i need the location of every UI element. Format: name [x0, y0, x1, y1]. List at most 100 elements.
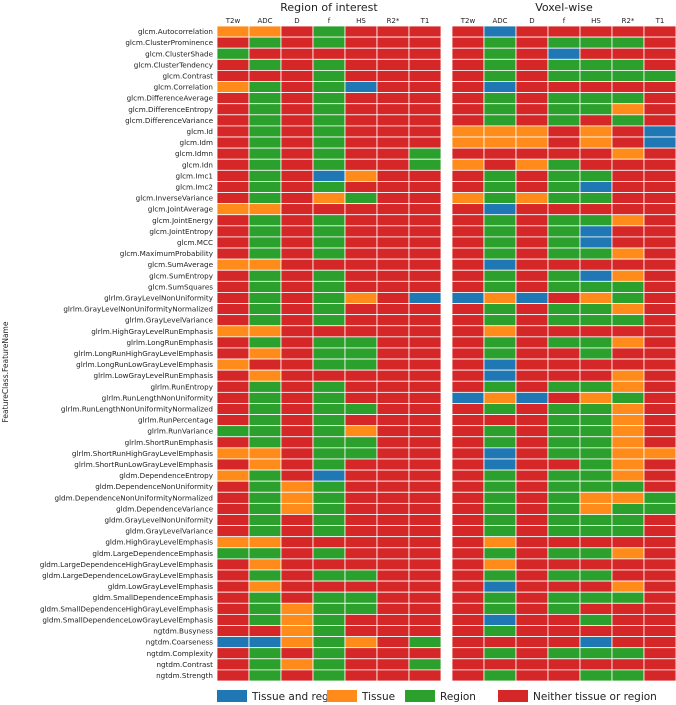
heatmap-cell: [248, 658, 282, 671]
heatmap-cell: [280, 658, 314, 671]
heatmap-cell: [547, 502, 581, 515]
heatmap-cell: [376, 636, 410, 649]
heatmap-cell: [408, 358, 442, 371]
heatmap-cell: [344, 669, 378, 682]
heatmap-cell: [579, 436, 613, 449]
heatmap-cell: [515, 70, 549, 82]
heatmap-cell: [611, 336, 645, 349]
row-label: gldm.GrayLevelNonUniformity: [104, 516, 213, 525]
heatmap-cell: [611, 203, 645, 216]
heatmap-cell: [248, 303, 282, 316]
heatmap-cell: [408, 336, 442, 349]
heatmap-cell: [611, 491, 645, 504]
heatmap-cell: [376, 203, 410, 216]
heatmap-cell: [515, 547, 549, 560]
heatmap-cell: [611, 469, 645, 482]
heatmap-cell: [376, 236, 410, 249]
heatmap-cell: [408, 580, 442, 593]
heatmap-cell: [451, 436, 485, 449]
heatmap-cell: [216, 391, 250, 404]
heatmap-cell: [216, 569, 250, 582]
heatmap-cell: [248, 181, 282, 193]
heatmap-cell: [344, 602, 378, 615]
heatmap-cell: [344, 147, 378, 160]
heatmap-cell: [344, 391, 378, 404]
heatmap-cell: [451, 380, 485, 393]
heatmap-cell: [579, 280, 613, 293]
heatmap-cell: [451, 647, 485, 660]
heatmap-cell: [483, 136, 517, 149]
heatmap-cell: [547, 70, 581, 82]
heatmap-cell: [643, 336, 676, 349]
heatmap-cell: [280, 403, 314, 415]
heatmap-cell: [643, 369, 676, 382]
heatmap-cell: [547, 280, 581, 293]
column-label: ADC: [492, 17, 507, 25]
heatmap-cell: [280, 391, 314, 404]
heatmap-cell: [408, 480, 442, 493]
heatmap-cell: [216, 125, 250, 138]
heatmap-cell: [376, 602, 410, 615]
heatmap-cell: [611, 613, 645, 626]
heatmap-cell: [408, 447, 442, 460]
heatmap-cell: [376, 336, 410, 349]
heatmap-cell: [376, 136, 410, 149]
heatmap-cell: [483, 602, 517, 615]
heatmap-cell: [216, 269, 250, 282]
heatmap-cell: [312, 25, 346, 38]
heatmap-cell: [451, 36, 485, 49]
heatmap-cell: [376, 447, 410, 460]
heatmap-cell: [451, 81, 485, 94]
column-label: R2*: [387, 17, 400, 25]
heatmap-cell: [547, 314, 581, 327]
heatmap-cell: [515, 458, 549, 471]
heatmap-cell: [515, 81, 549, 94]
heatmap-cell: [280, 425, 314, 438]
heatmap-cell: [248, 425, 282, 438]
heatmap-cell: [248, 114, 282, 127]
heatmap-cell: [280, 625, 314, 637]
heatmap-cell: [344, 403, 378, 415]
heatmap-cell: [344, 625, 378, 637]
heatmap-cell: [248, 447, 282, 460]
heatmap-cell: [451, 491, 485, 504]
heatmap-cell: [344, 280, 378, 293]
heatmap-cell: [547, 436, 581, 449]
heatmap-cell: [408, 458, 442, 471]
heatmap-cell: [611, 591, 645, 604]
heatmap-cell: [312, 158, 346, 171]
heatmap-cell: [515, 580, 549, 593]
heatmap-cell: [376, 192, 410, 205]
heatmap-cell: [376, 414, 410, 427]
heatmap-cell: [579, 58, 613, 71]
heatmap-cell: [643, 491, 676, 504]
heatmap-cell: [344, 336, 378, 349]
heatmap-cell: [408, 502, 442, 515]
heatmap-cell: [547, 236, 581, 249]
heatmap-cell: [216, 158, 250, 171]
heatmap-cell: [483, 36, 517, 49]
heatmap-cell: [312, 458, 346, 471]
heatmap-cell: [451, 314, 485, 327]
heatmap-cell: [248, 70, 282, 82]
heatmap-cell: [643, 558, 676, 571]
heatmap-cell: [451, 114, 485, 127]
heatmap-cell: [408, 70, 442, 82]
heatmap-cell: [451, 447, 485, 460]
heatmap-cell: [280, 358, 314, 371]
heatmap-cell: [483, 236, 517, 249]
heatmap-cell: [216, 658, 250, 671]
heatmap-cell: [515, 292, 549, 304]
heatmap-cell: [515, 358, 549, 371]
heatmap-cell: [483, 169, 517, 182]
heatmap-cell: [408, 214, 442, 227]
row-label: glrlm.RunEntropy: [150, 382, 213, 391]
heatmap-cell: [547, 647, 581, 660]
heatmap-cell: [376, 647, 410, 660]
heatmap-cell: [216, 147, 250, 160]
heatmap-cell: [515, 447, 549, 460]
heatmap-cell: [643, 647, 676, 660]
heatmap-cell: [547, 325, 581, 338]
heatmap-cell: [643, 47, 676, 60]
heatmap-cell: [408, 247, 442, 260]
